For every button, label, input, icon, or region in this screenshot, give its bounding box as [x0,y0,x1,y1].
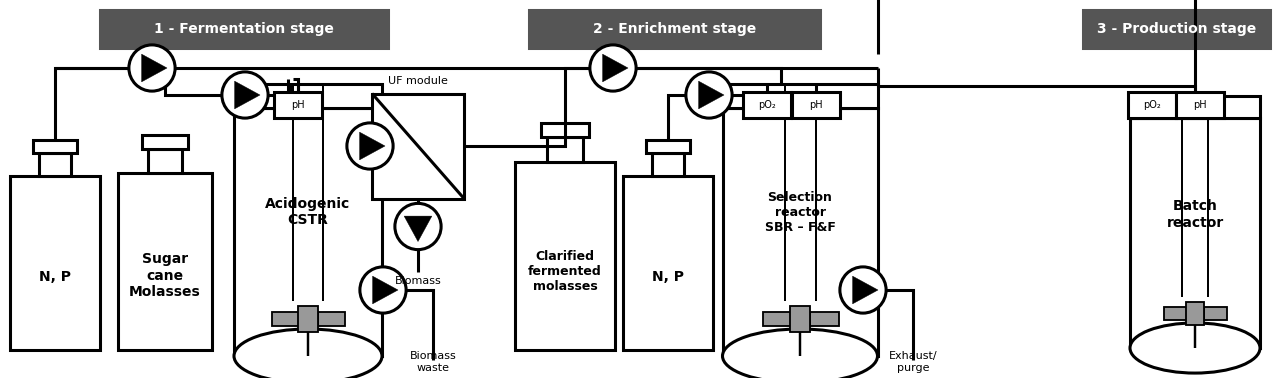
Circle shape [589,45,636,91]
Text: 1 - Fermentation stage: 1 - Fermentation stage [154,22,334,36]
Text: Clarified
fermented
molasses: Clarified fermented molasses [528,249,602,293]
Bar [723,355,877,378]
Bar [100,10,388,48]
Bar [547,137,583,162]
Bar [792,91,841,118]
Bar [541,123,589,137]
Bar [723,108,877,356]
Circle shape [395,203,442,249]
Bar [234,108,383,356]
Bar [1203,307,1228,320]
Polygon shape [360,132,385,160]
Text: Batch
reactor: Batch reactor [1166,200,1224,230]
Bar [723,84,877,108]
Text: Selection
reactor
SBR – F&F: Selection reactor SBR – F&F [764,191,836,234]
Bar [515,162,615,350]
Bar [723,262,877,356]
Bar [1163,307,1188,320]
Bar [272,311,299,326]
Bar [529,10,820,48]
Text: Acidogenic
CSTR: Acidogenic CSTR [266,197,351,227]
Text: Biomass: Biomass [394,276,442,287]
Text: N, P: N, P [652,270,684,284]
Bar [318,311,345,326]
Bar [1186,302,1203,325]
Bar [33,140,77,153]
Bar [10,176,100,350]
Bar [118,173,212,350]
Bar [298,306,318,332]
Bar [1131,260,1260,348]
Bar [1130,118,1260,348]
Bar [235,355,381,378]
Bar [652,153,684,176]
Polygon shape [404,216,431,242]
Polygon shape [853,276,878,304]
Polygon shape [372,276,398,304]
Bar [372,93,464,198]
Bar [1176,91,1225,118]
Bar [790,306,810,332]
Bar [1127,91,1176,118]
Bar [39,153,71,176]
Text: UF module: UF module [388,76,448,87]
Text: Sugar
cane
Molasses: Sugar cane Molasses [130,252,200,299]
Polygon shape [698,81,724,109]
Bar [763,311,791,326]
Bar [143,135,187,149]
Text: pO₂: pO₂ [758,100,776,110]
Circle shape [347,123,393,169]
Bar [1082,10,1270,48]
Bar [273,91,322,118]
Text: pO₂: pO₂ [1143,100,1161,110]
Circle shape [222,72,268,118]
Text: pH: pH [291,100,304,110]
Circle shape [840,267,886,313]
Bar [742,91,791,118]
Text: 3 - Production stage: 3 - Production stage [1097,22,1256,36]
Polygon shape [235,81,261,109]
Polygon shape [602,54,628,82]
Bar [623,176,713,350]
Circle shape [686,72,732,118]
Ellipse shape [234,329,383,378]
Bar [1131,347,1260,372]
Bar [234,84,383,108]
Text: pH: pH [1193,100,1207,110]
Text: N, P: N, P [39,270,71,284]
Circle shape [128,45,175,91]
Ellipse shape [1130,323,1260,373]
Text: Biomass
waste: Biomass waste [410,352,456,373]
Text: pH: pH [809,100,823,110]
Text: 2 - Enrichment stage: 2 - Enrichment stage [593,22,756,36]
Circle shape [360,267,406,313]
Polygon shape [141,54,167,82]
Ellipse shape [723,329,877,378]
Bar [646,140,690,153]
Bar [810,311,838,326]
Bar [148,149,182,173]
Bar [1130,96,1260,118]
Text: Exhaust/
purge: Exhaust/ purge [889,352,937,373]
Bar [235,220,381,356]
